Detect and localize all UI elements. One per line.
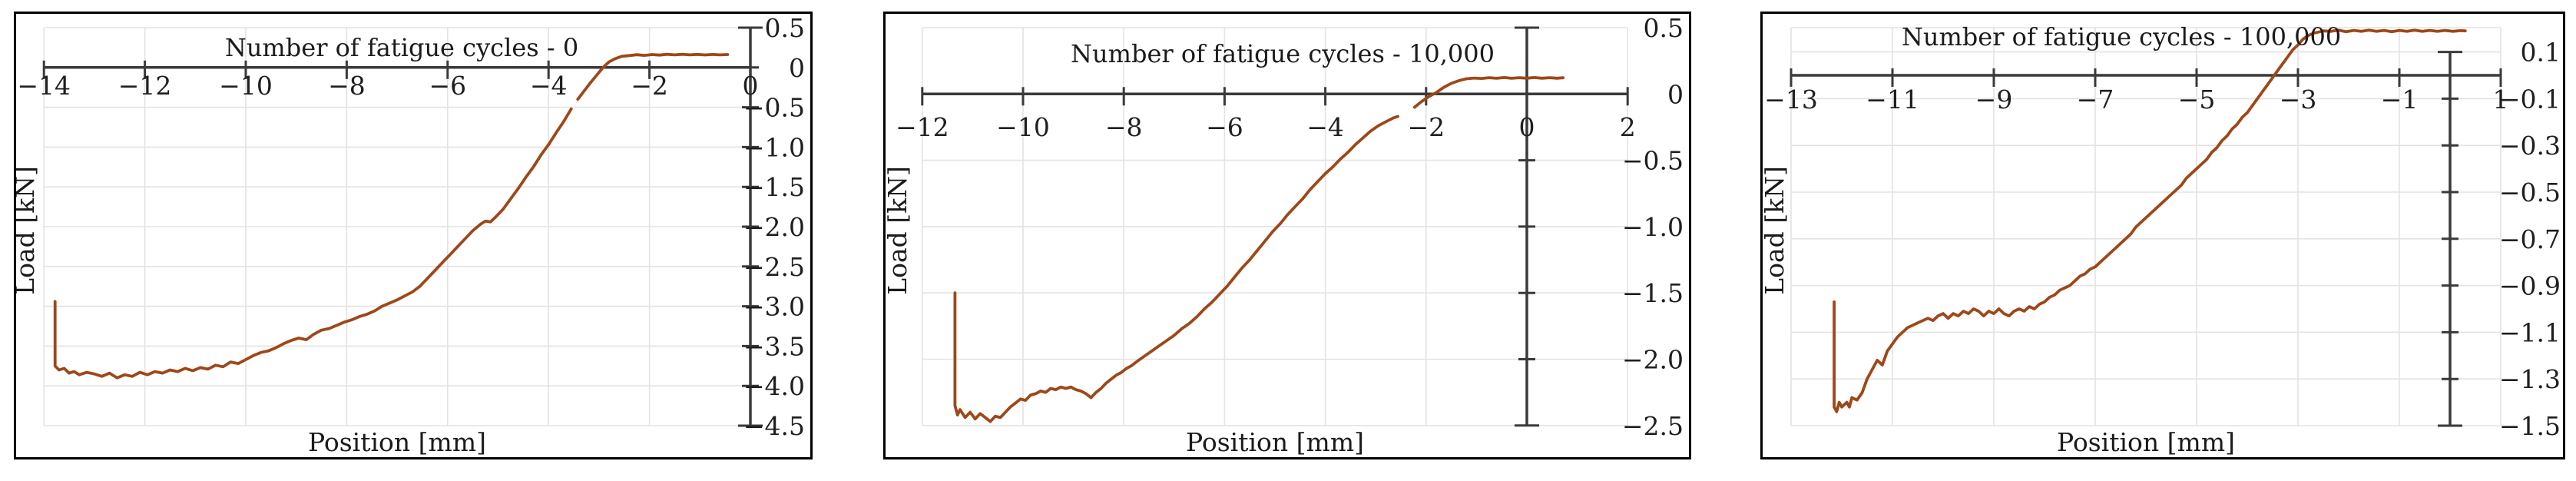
y-tick-label: −4.0 [743,371,805,401]
load-position-curve [53,107,573,380]
chart-svg-cycles-100000: −13 −11 −9 −7 −5 −3 −1 10.1−0.1−0.3−0.5−0.7−0.9… [1760,12,2565,459]
x-tick-label: −7 [2077,85,2114,114]
chart-frame-border [14,12,813,459]
x-axis-label: Position [mm] [308,427,486,457]
x-tick-label: −4 [530,71,568,101]
x-tick-label: −11 [1866,85,1919,114]
y-tick-label: −3.0 [743,292,805,322]
y-tick-label: −2.0 [1622,345,1684,375]
y-tick-label: −1.1 [2499,317,2561,347]
chart-title: Number of fatigue cycles - 100,000 [1902,22,2341,51]
y-tick-label: 0.5 [765,13,805,43]
x-tick-label: −2 [1407,112,1445,142]
y-tick-label: −0.7 [2499,224,2561,254]
x-tick-label: −8 [1105,112,1143,142]
x-tick-label: −3 [2280,85,2317,114]
y-tick-label: −1.0 [743,132,805,162]
chart-panel-cycles-100000: −13 −11 −9 −7 −5 −3 −1 1 0.1 −0.1 −0.3 −0.5 −0.7 −0.9… [1760,12,2565,459]
x-tick-label: −2 [631,71,668,101]
x-tick-label: −13 [1764,85,1818,114]
y-axis-label: Load [kN] [14,166,40,295]
chart-panel-cycles-0: −14 −12 −10 −8 −6 −4 −2 0 0.5 0 −0.5 −1.0 −1.5 −2.0 −2… [14,12,813,459]
y-tick-label: −0.5 [743,93,805,123]
x-tick-label: 1 [2493,85,2509,114]
x-tick-label: −5 [2178,85,2216,114]
chart-title: Number of fatigue cycles - 0 [225,33,578,62]
y-tick-label: −1.5 [743,172,805,202]
x-tick-label: −14 [17,71,71,101]
y-tick-label: 0.1 [2521,38,2561,68]
x-tick-label: 0 [743,71,759,101]
x-axis-label: Position [mm] [2057,427,2235,457]
y-tick-label: −2.5 [1622,411,1684,441]
x-tick-label: 0 [1519,112,1535,142]
load-position-curve [953,114,1399,423]
y-tick-label: 0 [1667,79,1684,109]
y-tick-label: −2.0 [743,212,805,242]
y-tick-label: −0.3 [2499,131,2561,161]
load-position-curve [1833,28,2467,413]
chart-frame-border [1760,12,2565,459]
x-tick-label: −9 [1975,85,2013,114]
x-tick-label: −12 [896,112,949,142]
x-tick-label: −10 [996,112,1050,142]
y-tick-label: −1.5 [1622,278,1684,308]
y-tick-label: −1.0 [1622,212,1684,242]
y-tick-label: −1.3 [2499,364,2561,394]
chart-frame-border [883,12,1691,459]
y-tick-label: −0.9 [2499,271,2561,301]
y-tick-label: −2.5 [743,252,805,282]
chart-svg-cycles-0: −14 −12 −10 −8 −6 −4 −2 00.50−0.5−1.0−1.5−2.0−2… [14,12,813,459]
load-position-curve [1412,76,1565,109]
y-tick-label: −1.5 [2499,411,2561,441]
chart-title: Number of fatigue cycles - 10,000 [1071,39,1495,68]
load-position-curve [576,52,730,101]
y-tick-label: −0.1 [2499,84,2561,114]
y-tick-label: −0.5 [2499,177,2561,207]
y-axis-label: Load [kN] [883,166,912,295]
y-tick-label: −4.5 [743,411,805,441]
y-axis-label: Load [kN] [1760,166,1790,295]
x-tick-label: −12 [118,71,172,101]
x-tick-label: −4 [1306,112,1344,142]
y-tick-label: −3.5 [743,331,805,361]
chart-panel-cycles-10000: −12 −10 −8 −6 −4 −2 0 2 0.5 0 −0.5 −1.0 −1.5 −2.0 −2.5… [883,12,1691,459]
x-tick-label: −6 [1206,112,1243,142]
x-tick-label: −1 [2381,85,2419,114]
y-tick-label: 0 [789,53,805,83]
x-tick-label: 2 [1620,112,1636,142]
x-axis-label: Position [mm] [1186,427,1364,457]
x-tick-label: −10 [219,71,273,101]
y-tick-label: 0.5 [1644,13,1684,43]
x-tick-label: −6 [429,71,466,101]
x-tick-label: −8 [328,71,366,101]
y-tick-label: −0.5 [1622,146,1684,176]
chart-svg-cycles-10000: −12 −10 −8 −6 −4 −2 0 2 0.5 0 −0.5 −1.0 −1.5 −2.0 −2.5… [883,12,1691,459]
